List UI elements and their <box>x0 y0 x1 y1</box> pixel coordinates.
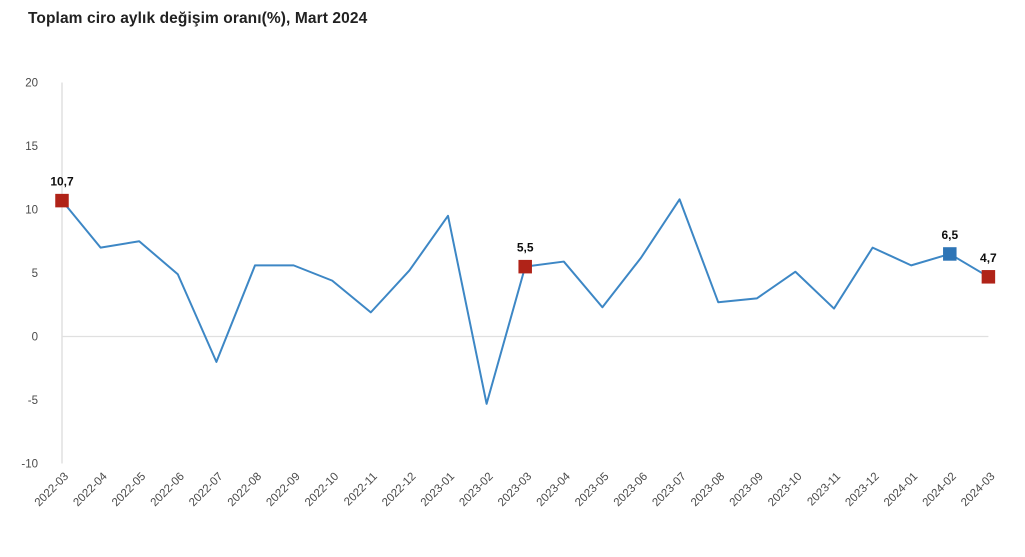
x-tick-label: 2022-11 <box>342 471 380 509</box>
highlighted-points: 10,7 5,5 6,5 4,7 <box>50 175 997 284</box>
x-tick-label: 2022-04 <box>71 470 110 509</box>
x-tick-label: 2023-12 <box>843 471 881 509</box>
chart-title: Toplam ciro aylık değişim oranı(%), Mart… <box>28 10 368 27</box>
x-tick-label: 2022-03 <box>33 471 71 509</box>
x-tick-label: 2023-07 <box>650 471 688 509</box>
x-tick-label: 2023-01 <box>419 471 457 509</box>
y-tick-label: -5 <box>28 395 38 407</box>
x-tick-label: 2023-09 <box>728 471 766 509</box>
x-tick-label: 2023-06 <box>612 471 650 509</box>
x-tick-label: 2022-08 <box>226 471 264 509</box>
data-point-label: 10,7 <box>50 175 74 189</box>
x-tick-label: 2023-05 <box>573 471 611 509</box>
data-point-label: 4,7 <box>980 251 997 265</box>
data-point-marker <box>981 270 996 284</box>
data-line <box>61 198 990 405</box>
x-tick-label: 2023-11 <box>805 471 843 509</box>
x-tick-label: 2022-05 <box>110 471 148 509</box>
x-tick-label: 2023-10 <box>766 471 804 509</box>
x-tick-label: 2023-08 <box>689 471 727 509</box>
y-tick-label: 0 <box>32 332 38 344</box>
y-tick-label: 5 <box>32 268 38 280</box>
data-point-label: 6,5 <box>941 228 958 242</box>
x-axis-tick-labels: 2022-03 2022-04 2022-05 2022-06 2022-07 2022-… <box>33 470 998 509</box>
x-tick-label: 2022-07 <box>187 471 225 509</box>
y-axis-tick-labels: 20 15 10 5 0 -5 -10 <box>21 78 38 471</box>
x-tick-label: 2023-03 <box>496 471 534 509</box>
x-tick-label: 2022-09 <box>264 471 302 509</box>
data-point-marker <box>518 259 532 274</box>
y-tick-label: 15 <box>25 141 38 153</box>
y-tick-label: 10 <box>25 205 38 217</box>
x-tick-label: 2024-03 <box>959 471 997 509</box>
y-tick-label: -10 <box>21 459 38 471</box>
x-tick-label: 2023-02 <box>457 471 495 509</box>
x-tick-label: 2022-10 <box>303 471 341 509</box>
data-point-label: 5,5 <box>517 241 534 255</box>
x-tick-label: 2023-04 <box>535 470 574 509</box>
data-point-marker <box>55 193 69 208</box>
x-tick-label: 2024-02 <box>921 471 959 509</box>
x-tick-label: 2022-12 <box>380 471 418 509</box>
x-tick-label: 2024-01 <box>882 471 920 509</box>
data-point-marker <box>943 247 957 261</box>
y-tick-label: 20 <box>25 78 38 90</box>
x-tick-label: 2022-06 <box>149 471 187 509</box>
